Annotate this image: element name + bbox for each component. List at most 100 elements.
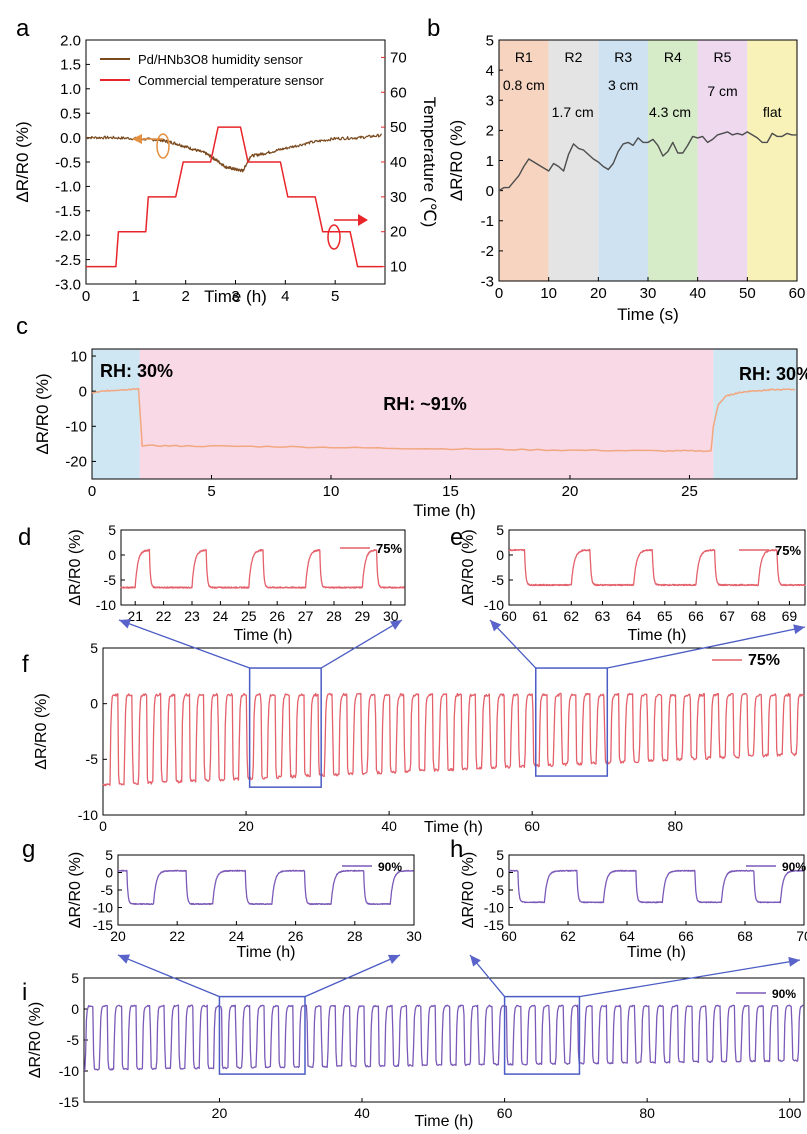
y-tick-label-a: -1.5 <box>55 203 81 220</box>
y-tick-label-i: 5 <box>71 970 79 986</box>
y-tick-label-c: -20 <box>65 454 87 471</box>
zoom-arrow-f-left-2-head <box>490 620 502 632</box>
y-tick-label-e: 0 <box>496 547 504 563</box>
y-tick-label-i: 0 <box>71 1001 79 1017</box>
x-tick-label-d: 21 <box>127 608 143 624</box>
x-tick-label-f: 80 <box>667 818 683 834</box>
y2-tick-label-a: 40 <box>390 154 407 171</box>
zoom-arrow-i-left-2-head <box>470 955 481 967</box>
y-tick-label-b: -1 <box>481 213 494 230</box>
x-tick-label-a: 1 <box>132 288 140 305</box>
x-tick-label-e: 62 <box>564 608 580 624</box>
y-tick-label-a: 2.0 <box>60 32 81 49</box>
x-tick-label-f: 20 <box>238 818 254 834</box>
plot-frame-f <box>102 647 805 816</box>
x-tick-label-g: 22 <box>169 928 185 944</box>
x-tick-label-e: 64 <box>626 608 642 624</box>
x-tick-label-a: 0 <box>82 288 90 305</box>
zoom-arrow-i-right-2 <box>579 959 801 998</box>
region-label-b: R2 <box>565 49 583 65</box>
legend-label-i: 90% <box>772 987 796 1001</box>
x-tick-label-i: 60 <box>497 1105 513 1121</box>
legend-label-humidity-a: Pd/HNb3O8 humidity sensor <box>138 52 303 67</box>
legend-label-f: 75% <box>748 652 780 669</box>
zoom-arrow-f-right-1 <box>320 619 403 669</box>
data-line-d <box>120 548 406 589</box>
region-label-c: RH: ~91% <box>383 394 467 414</box>
y-tick-label-i: -15 <box>59 1094 79 1110</box>
legend-label-g: 90% <box>378 860 402 874</box>
x-tick-label-c: 15 <box>442 483 459 500</box>
x-axis-label-h: Time (h) <box>627 944 686 961</box>
y-tick-label-e: -5 <box>492 572 505 588</box>
y-tick-label-d: 0 <box>108 547 116 563</box>
x-tick-label-f: 60 <box>524 818 540 834</box>
x-tick-label-b: 40 <box>689 285 706 302</box>
data-line-g <box>117 869 415 906</box>
zoom-box-f <box>535 667 609 777</box>
y-tick-label-a: 1.5 <box>60 57 81 74</box>
y-tick-label-f: -10 <box>78 807 98 823</box>
y-tick-label-h: -10 <box>484 899 504 915</box>
x-tick-label-i: 20 <box>212 1105 228 1121</box>
x-tick-label-c: 0 <box>88 483 96 500</box>
x-tick-label-e: 63 <box>595 608 611 624</box>
x-tick-label-i: 40 <box>354 1105 370 1121</box>
x-tick-label-c: 10 <box>323 483 340 500</box>
x-axis-label-f: Time (h) <box>424 819 483 836</box>
x-tick-label-d: 27 <box>298 608 314 624</box>
zoom-arrow-i-right-2-head <box>788 956 800 967</box>
y-tick-label-g: -5 <box>101 882 114 898</box>
y-tick-label-a: -0.5 <box>55 154 81 171</box>
y-tick-label-f: 0 <box>90 696 98 712</box>
y2-tick-label-a: 70 <box>390 49 407 66</box>
panel-letter-e: e <box>450 524 463 551</box>
y-axis-label-h: ΔR/R0 (%) <box>460 852 477 928</box>
y2-tick-label-a: 10 <box>390 259 407 276</box>
region-label-c: RH: 30% <box>739 364 807 384</box>
temperature-line-a <box>86 126 383 268</box>
y-tick-label-a: -3.0 <box>55 276 81 293</box>
panel-letter-f: f <box>22 651 29 678</box>
y2-tick-label-a: 20 <box>390 224 407 241</box>
panel-letter-g: g <box>22 836 35 863</box>
zoom-box-f <box>248 667 322 788</box>
y-tick-label-b: -3 <box>481 273 494 290</box>
x-tick-label-d: 26 <box>269 608 285 624</box>
region-label-b: R3 <box>614 49 632 65</box>
humidity-line-a <box>85 133 383 173</box>
y-tick-label-a: -2.5 <box>55 252 81 269</box>
y-axis-label-a: ΔR/R0 (%) <box>13 121 32 202</box>
legend-label-e: 75% <box>775 543 801 558</box>
x-tick-label-e: 66 <box>688 608 704 624</box>
y-axis-label-e: ΔR/R0 (%) <box>460 529 477 605</box>
x-tick-label-e: 61 <box>532 608 548 624</box>
ellipse-marker-humidity-a <box>156 133 170 159</box>
data-line-f <box>102 692 805 787</box>
x-tick-label-g: 20 <box>110 928 126 944</box>
y-tick-label-c: -10 <box>65 419 87 436</box>
y2-tick-label-a: 50 <box>390 119 407 136</box>
zoom-arrow-i-right-1-head <box>387 954 400 964</box>
plot-frame-e <box>508 529 806 606</box>
x-tick-label-g: 28 <box>347 928 363 944</box>
y-axis-label-i: ΔR/R0 (%) <box>27 1002 44 1078</box>
region-label-b: R4 <box>664 49 682 65</box>
y-tick-label-b: 5 <box>486 32 494 49</box>
zoom-arrow-f-left-2 <box>489 619 537 669</box>
x-tick-label-c: 5 <box>207 483 215 500</box>
y-axis-label-d: ΔR/R0 (%) <box>67 529 84 605</box>
y2-tick-label-a: 60 <box>390 84 407 101</box>
panel-letter-h: h <box>450 836 463 863</box>
x-tick-label-d: 29 <box>355 608 371 624</box>
data-line-b <box>498 131 797 192</box>
x-tick-label-b: 10 <box>540 285 557 302</box>
y-tick-label-d: 5 <box>108 522 116 538</box>
panel-letter-c: c <box>16 313 28 340</box>
y-tick-label-c: 0 <box>79 383 87 400</box>
x-tick-label-c: 25 <box>681 483 698 500</box>
legend-label-h: 90% <box>782 860 806 874</box>
plot-frame-c <box>91 348 798 480</box>
x-tick-label-d: 22 <box>156 608 172 624</box>
